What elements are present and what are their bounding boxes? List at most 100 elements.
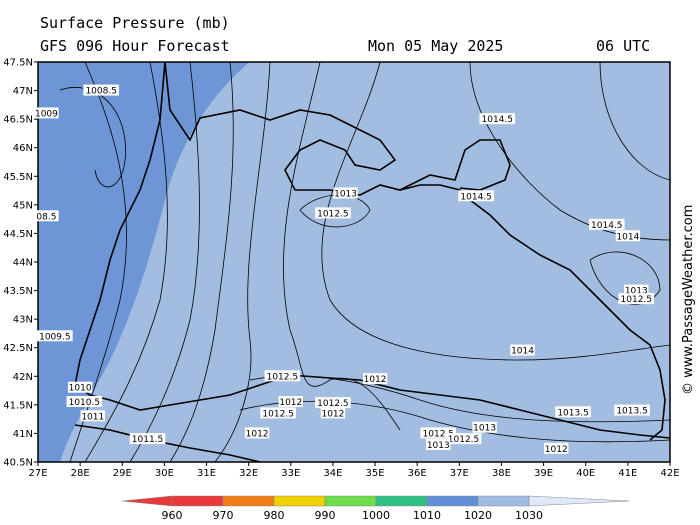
lat-label: 40.5N bbox=[3, 458, 33, 469]
lat-label: 47N bbox=[13, 86, 33, 97]
isobar-label: 1012.5 bbox=[621, 295, 653, 305]
lon-label: 29E bbox=[113, 468, 132, 479]
lat-label: 46N bbox=[13, 143, 33, 154]
legend-value: 1030 bbox=[515, 509, 543, 522]
isobar-label-bg bbox=[333, 187, 358, 199]
lon-label: 37E bbox=[450, 468, 469, 479]
lon-label: 28E bbox=[71, 468, 90, 479]
isobar-label: 1012.5 bbox=[423, 429, 455, 439]
isobar-label-bg bbox=[555, 406, 591, 418]
isobar-label-bg bbox=[510, 344, 535, 356]
low-pressure-zone bbox=[38, 62, 250, 462]
isobar-label: 1012.5 bbox=[448, 435, 480, 445]
lat-label: 42.5N bbox=[3, 343, 33, 354]
legend-arrow-left bbox=[121, 495, 173, 507]
isobar-label-bg bbox=[362, 373, 388, 385]
isobar-label: 1012 bbox=[321, 409, 344, 419]
isobar-label: 1012 bbox=[246, 429, 269, 439]
isobar-label-bg bbox=[479, 113, 516, 125]
legend-value: 1000 bbox=[362, 509, 390, 522]
legend-value: 970 bbox=[213, 509, 234, 522]
isobar-label: 1014.5 bbox=[460, 192, 492, 202]
legend-value: 1010 bbox=[413, 509, 441, 522]
isobar-label-bg bbox=[244, 427, 270, 439]
lat-label: 44N bbox=[13, 258, 33, 269]
lat-label: 45N bbox=[13, 200, 33, 211]
lon-label: 34E bbox=[323, 468, 342, 479]
legend-swatch bbox=[171, 495, 224, 507]
lat-label: 47.5N bbox=[3, 58, 33, 69]
isobar-label: 1013.5 bbox=[557, 408, 589, 418]
forecast-date: Mon 05 May 2025 bbox=[368, 37, 504, 55]
isobar-label: 08.5 bbox=[36, 212, 56, 222]
isobar-label-bg bbox=[624, 284, 649, 296]
legend-value: 980 bbox=[264, 509, 285, 522]
isobar-label: 1013 bbox=[625, 287, 648, 297]
pressure-map: 40.5N 41N 41.5N 42N 42.5N 43N 43.5N 44N 44.5N 45N… bbox=[3, 58, 679, 480]
legend-labels: 960 970 980 990 1000 1010 1020 1030 bbox=[162, 509, 544, 522]
isobar-label: 1011 bbox=[81, 412, 104, 422]
isobar-label-bg bbox=[426, 438, 451, 450]
isobar-label-bg bbox=[614, 404, 650, 416]
isobar-label: 1013 bbox=[427, 441, 450, 451]
lon-label: 41E bbox=[618, 468, 637, 479]
isobar-label-bg bbox=[260, 407, 296, 419]
lon-label: 32E bbox=[239, 468, 258, 479]
latitude-axis: 40.5N 41N 41.5N 42N 42.5N 43N 43.5N 44N 44.5N 45N… bbox=[3, 58, 38, 469]
isobar-label: 1012.5 bbox=[317, 209, 349, 219]
isobar-label: 1012.5 bbox=[262, 409, 294, 419]
legend-swatch bbox=[477, 495, 530, 507]
isobar-label: 1009 bbox=[35, 109, 58, 119]
lat-label: 45.5N bbox=[3, 172, 33, 183]
isobar-label: 1013 bbox=[473, 424, 496, 434]
isobar-label-bg bbox=[264, 370, 301, 382]
lat-label: 42N bbox=[13, 372, 33, 383]
lat-label: 41.5N bbox=[3, 400, 33, 411]
isobar-label: 1014.5 bbox=[591, 221, 623, 231]
isobar-label-bg bbox=[34, 210, 59, 222]
pressure-legend: 960 970 980 990 1000 1010 1020 1030 bbox=[121, 495, 630, 522]
legend-value: 990 bbox=[315, 509, 336, 522]
legend-value: 960 bbox=[162, 509, 183, 522]
lat-label: 44.5N bbox=[3, 229, 33, 240]
lon-label: 35E bbox=[366, 468, 385, 479]
legend-swatch bbox=[324, 495, 377, 507]
isobar-label-bg bbox=[618, 293, 655, 305]
legend-color-bar bbox=[121, 495, 630, 507]
lat-label: 43N bbox=[13, 315, 33, 326]
lat-label: 41N bbox=[13, 429, 33, 440]
isobar-label-bg bbox=[589, 218, 625, 230]
isobar-label: 1008.5 bbox=[85, 87, 117, 97]
isobar-label-bg bbox=[80, 410, 105, 422]
isobar-label-bg bbox=[445, 433, 482, 445]
lon-label: 39E bbox=[534, 468, 553, 479]
forecast-hour: 06 UTC bbox=[596, 37, 651, 55]
isobar-label-bg bbox=[320, 407, 346, 419]
isobar-label: 1009.5 bbox=[39, 332, 71, 342]
isobar-label-bg bbox=[67, 381, 93, 393]
lon-label: 36E bbox=[408, 468, 427, 479]
isobar-label-bg bbox=[315, 207, 351, 219]
isobar-label: 1014 bbox=[616, 232, 639, 242]
legend-value: 1020 bbox=[464, 509, 492, 522]
isobar-labels: 1009 1008.5 08.5 1009.5 1010 1010.5 1011 1011.5… bbox=[34, 84, 655, 455]
lon-label: 33E bbox=[281, 468, 300, 479]
lat-label: 43.5N bbox=[3, 286, 33, 297]
watermark-text: © www.PassageWeather.com bbox=[681, 205, 696, 395]
isobar-label-bg bbox=[83, 84, 119, 96]
legend-arrow-right bbox=[528, 495, 630, 507]
isobar-label-bg bbox=[458, 190, 494, 202]
isobar-label: 1012 bbox=[364, 375, 387, 385]
isobar-label: 1012.5 bbox=[267, 372, 299, 382]
isobar-label-bg bbox=[129, 433, 166, 445]
isobar-label-bg bbox=[34, 107, 59, 119]
isobar-label: 1014.5 bbox=[482, 115, 514, 125]
lon-label: 42E bbox=[660, 468, 679, 479]
legend-swatch bbox=[273, 495, 326, 507]
isobar-label-bg bbox=[544, 442, 569, 454]
isobar-label-bg bbox=[472, 421, 497, 433]
legend-swatch bbox=[375, 495, 428, 507]
lon-label: 31E bbox=[197, 468, 216, 479]
lon-label: 40E bbox=[576, 468, 595, 479]
isobar-label-bg bbox=[37, 330, 73, 342]
